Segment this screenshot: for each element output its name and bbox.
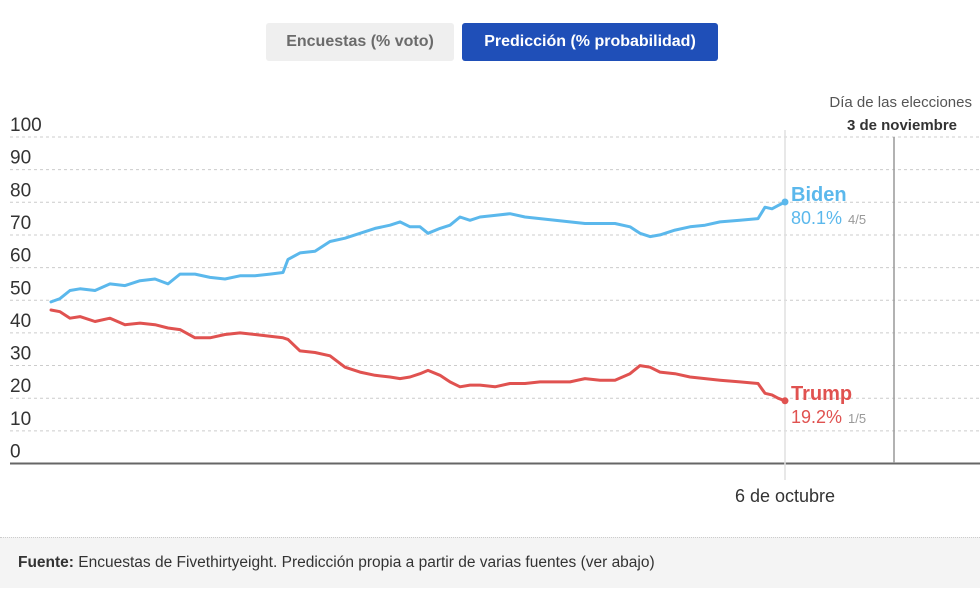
y-tick-label: 60 (10, 246, 31, 267)
biden-label: Biden (791, 184, 847, 206)
biden-end-dot (781, 198, 789, 206)
y-tick-label: 100 (10, 115, 42, 136)
y-tick-label: 10 (10, 409, 31, 430)
election-day-label: Día de las elecciones (829, 94, 972, 111)
biden-value: 80.1% 4/5 (791, 208, 866, 228)
y-axis-labels: 0 10 20 30 40 50 60 70 80 90 100 (10, 115, 42, 463)
tab-prediccion[interactable]: Predicción (% probabilidad) (462, 23, 718, 61)
view-toggle: Encuestas (% voto) Predicción (% probabi… (266, 23, 718, 61)
y-tick-label: 30 (10, 344, 31, 365)
today-date-label: 6 de octubre (735, 486, 835, 506)
tab-encuestas[interactable]: Encuestas (% voto) (266, 23, 454, 61)
line-chart: 0 10 20 30 40 50 60 70 80 90 100 Día de las elecci… (10, 94, 980, 506)
biden-series-line (49, 200, 787, 304)
y-tick-label: 40 (10, 311, 31, 332)
y-tick-label: 0 (10, 442, 21, 463)
y-tick-label: 70 (10, 213, 31, 234)
y-tick-label: 80 (10, 180, 31, 201)
source-text: Encuestas de Fivethirtyeight. Predicción… (73, 554, 655, 571)
trump-end-dot (781, 397, 789, 405)
trump-label: Trump (791, 383, 852, 405)
source-footer: Fuente: Encuestas de Fivethirtyeight. Pr… (0, 537, 980, 588)
trump-value: 19.2% 1/5 (791, 407, 866, 427)
trump-series-line (49, 308, 787, 403)
y-tick-label: 50 (10, 278, 31, 299)
source-label: Fuente: (18, 554, 74, 571)
y-tick-label: 90 (10, 148, 31, 169)
election-day-date: 3 de noviembre (847, 117, 957, 134)
y-tick-label: 20 (10, 376, 31, 397)
